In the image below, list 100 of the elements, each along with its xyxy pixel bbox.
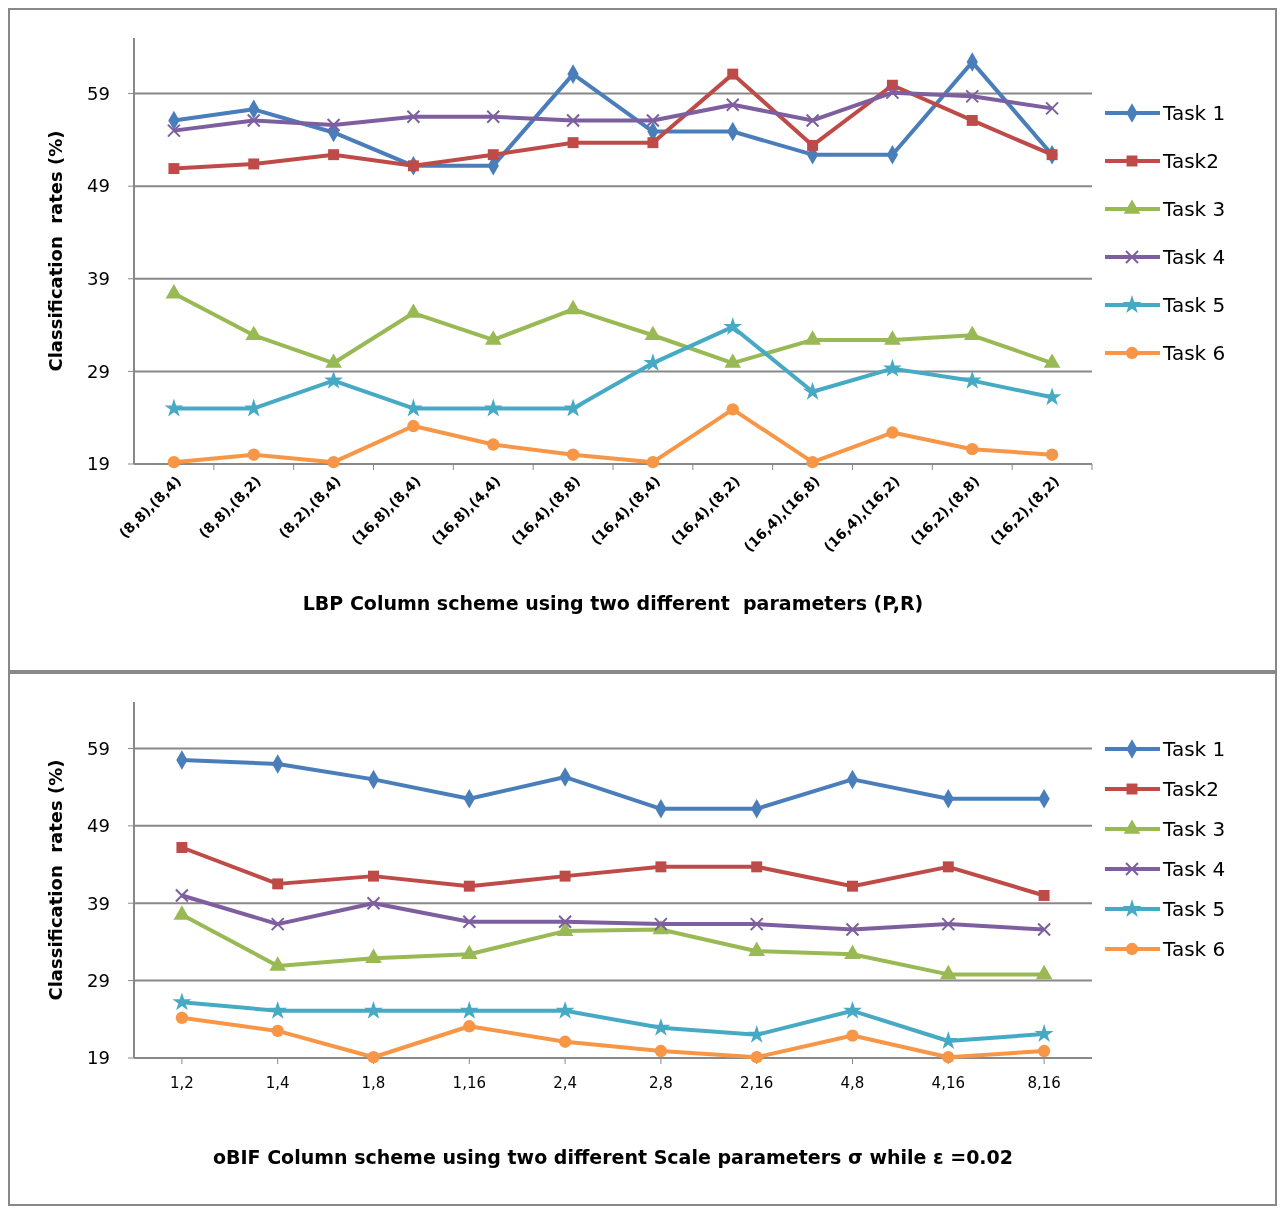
point	[245, 325, 263, 341]
point	[172, 992, 192, 1011]
legend-label: Task 3	[1162, 817, 1226, 841]
y-tick-label: 39	[87, 892, 110, 914]
y-tick-label: 59	[87, 737, 110, 759]
point	[645, 113, 660, 128]
point	[963, 325, 981, 341]
point	[176, 842, 188, 853]
point	[246, 113, 261, 128]
point	[751, 861, 763, 873]
point	[724, 353, 742, 368]
point	[165, 283, 183, 299]
point	[885, 85, 900, 100]
point	[168, 163, 180, 175]
point	[487, 149, 499, 161]
point	[1045, 101, 1060, 116]
point	[368, 870, 379, 882]
point	[463, 880, 475, 892]
y-tick-label: 29	[87, 969, 110, 991]
point	[268, 1000, 288, 1019]
point	[270, 917, 285, 932]
point	[747, 1024, 767, 1043]
point	[883, 358, 902, 377]
point	[164, 398, 184, 417]
y-tick-label: 19	[87, 1047, 110, 1069]
point	[272, 878, 284, 890]
point	[646, 455, 660, 469]
point	[1037, 1044, 1051, 1058]
legend-label: Task2	[1162, 149, 1219, 173]
y-axis-title: Classification rates (%)	[45, 759, 66, 1001]
point	[462, 914, 477, 929]
point	[846, 1029, 859, 1042]
point	[328, 149, 340, 161]
point	[405, 303, 422, 318]
point	[367, 1051, 380, 1064]
x-tick-label: 1,16	[452, 1074, 486, 1092]
x-tick-label: 4,8	[840, 1074, 865, 1092]
point	[647, 137, 659, 149]
point	[566, 448, 580, 461]
point	[655, 861, 667, 873]
x-tick-label: 1,4	[265, 1074, 290, 1092]
point	[750, 1051, 763, 1064]
point	[807, 139, 819, 151]
legend-label: Task 5	[1162, 897, 1226, 921]
legend-label: Task 6	[1162, 341, 1226, 365]
point	[966, 443, 979, 456]
point	[567, 137, 579, 149]
point	[643, 353, 663, 372]
point	[942, 1051, 955, 1064]
y-tick-label: 19	[87, 453, 110, 475]
point	[564, 299, 582, 315]
legend-label: Task 4	[1162, 857, 1226, 881]
point	[962, 370, 982, 389]
point	[806, 455, 819, 469]
x-tick-label: 1,2	[169, 1074, 194, 1092]
x-axis-title: oBIF Column scheme using two different Scale parameters σ while ε =0.02	[212, 1146, 1014, 1168]
x-tick-label: 2,8	[648, 1074, 673, 1092]
point	[326, 118, 341, 133]
legend-label: Task 1	[1162, 101, 1226, 125]
point	[558, 914, 573, 929]
legend-label: Task 4	[1162, 245, 1226, 269]
x-tick-label: 2,16	[740, 1074, 774, 1092]
y-tick-label: 49	[87, 815, 110, 837]
point	[1046, 149, 1058, 161]
point	[966, 114, 978, 126]
x-tick-label: 4,16	[931, 1074, 965, 1092]
legend-label: Task2	[1162, 777, 1219, 801]
y-axis-title: Classification rates (%)	[45, 130, 66, 372]
point	[406, 109, 421, 124]
point	[1038, 890, 1050, 901]
y-tick-label: 39	[87, 268, 110, 290]
legend-label: Task 3	[1162, 197, 1226, 221]
point	[563, 398, 583, 417]
point	[555, 1000, 575, 1019]
point	[805, 113, 820, 128]
point	[167, 455, 181, 469]
point	[486, 109, 501, 124]
point	[327, 455, 340, 469]
point	[843, 1000, 862, 1019]
point	[965, 89, 980, 104]
point	[566, 113, 581, 128]
point	[651, 1017, 671, 1036]
x-tick-label: 2,4	[553, 1074, 578, 1092]
point	[941, 917, 956, 932]
point	[1034, 1024, 1054, 1043]
x-tick-label: 1,8	[361, 1074, 386, 1092]
point	[407, 419, 420, 433]
point	[1045, 448, 1059, 461]
point	[1043, 353, 1061, 368]
y-tick-label: 49	[87, 175, 110, 197]
point	[558, 1035, 572, 1048]
point	[407, 160, 419, 172]
point	[484, 330, 502, 345]
point	[845, 922, 860, 937]
y-tick-label: 29	[87, 360, 110, 382]
legend-label: Task 6	[1162, 937, 1226, 961]
point	[749, 917, 764, 932]
x-axis-title: LBP Column scheme using two different parameters (P,R)	[302, 592, 924, 614]
point	[726, 403, 739, 416]
point	[174, 888, 189, 903]
